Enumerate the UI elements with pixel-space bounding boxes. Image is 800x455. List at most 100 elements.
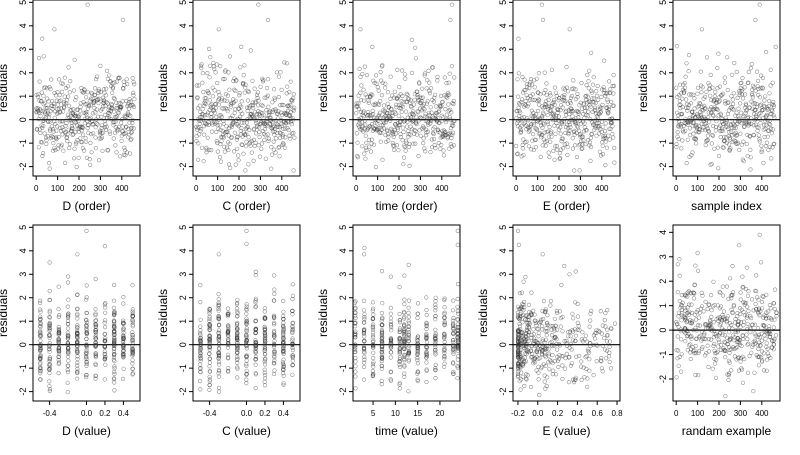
data-point (607, 117, 613, 122)
data-point (225, 129, 230, 134)
data-point (105, 115, 110, 120)
data-point (280, 132, 285, 137)
data-point (396, 113, 401, 118)
data-point (355, 140, 360, 145)
data-point (521, 153, 526, 158)
data-point (745, 293, 751, 298)
y-tick-label: 4 (178, 23, 188, 28)
data-point (214, 120, 219, 125)
data-point (388, 319, 394, 324)
data-point (747, 121, 752, 127)
data-point (432, 92, 438, 97)
data-point (290, 348, 296, 353)
data-point (774, 310, 779, 315)
data-point (292, 105, 297, 110)
data-point (730, 293, 735, 298)
data-point (586, 99, 592, 104)
data-point (56, 284, 61, 289)
data-point (47, 347, 52, 352)
data-point (97, 131, 103, 136)
data-point (441, 153, 447, 158)
data-point (195, 95, 200, 100)
data-point (388, 337, 394, 342)
data-point (221, 135, 227, 140)
data-point (216, 292, 221, 297)
data-point (121, 348, 126, 354)
data-point (112, 343, 117, 349)
data-point (674, 145, 679, 150)
data-point (433, 302, 438, 308)
y-tick-label: 5 (338, 225, 348, 230)
data-point (243, 168, 248, 173)
data-point (420, 95, 425, 100)
y-tick-label: 0 (658, 328, 668, 333)
data-point (731, 91, 736, 96)
data-point (762, 104, 767, 109)
data-point (555, 358, 561, 364)
data-point (255, 95, 260, 100)
y-tick-label: -1 (338, 364, 348, 372)
data-point (736, 114, 741, 119)
data-point (198, 300, 203, 305)
data-point (533, 112, 539, 117)
data-point (748, 65, 754, 71)
data-point (381, 103, 387, 108)
data-point (272, 322, 277, 327)
x-tick-label: 100 (691, 184, 705, 193)
data-point (207, 323, 212, 328)
data-point (84, 328, 89, 333)
data-point (114, 150, 119, 155)
data-point (526, 144, 532, 149)
data-point (540, 252, 545, 257)
data-point (239, 104, 244, 109)
data-point (370, 108, 375, 113)
data-point (379, 130, 384, 135)
x-tick-label: 0 (674, 409, 679, 418)
data-point (433, 345, 438, 350)
data-point (259, 141, 265, 146)
data-point (371, 355, 376, 361)
data-point (61, 109, 66, 114)
data-point (433, 317, 438, 322)
data-point (713, 89, 718, 94)
data-point (124, 124, 129, 129)
data-point (703, 299, 708, 304)
data-point (379, 318, 384, 323)
data-point (207, 360, 212, 365)
data-point (455, 343, 461, 348)
data-point (521, 114, 527, 120)
data-point (49, 98, 55, 104)
data-point (375, 121, 380, 126)
data-point (566, 380, 572, 385)
data-point (515, 151, 520, 156)
data-points (37, 228, 135, 395)
data-point (698, 112, 704, 117)
data-point (585, 376, 590, 381)
data-point (99, 114, 104, 119)
data-point (715, 349, 720, 354)
data-point (516, 329, 521, 334)
data-point (742, 357, 747, 362)
data-point (570, 311, 575, 316)
data-point (603, 136, 609, 141)
data-point (353, 374, 358, 379)
data-point (290, 118, 295, 123)
data-point (549, 129, 554, 134)
data-point (544, 321, 550, 326)
data-point (762, 328, 767, 333)
data-point (683, 97, 689, 102)
data-point (410, 127, 415, 132)
data-point (395, 67, 400, 72)
data-point (103, 362, 108, 367)
data-point (56, 307, 61, 312)
data-point (549, 333, 555, 338)
data-point (278, 131, 283, 136)
data-point (388, 370, 393, 375)
data-point (406, 298, 412, 303)
data-point (93, 362, 98, 368)
data-point (285, 84, 290, 89)
data-point (536, 341, 541, 346)
data-point (93, 324, 98, 329)
